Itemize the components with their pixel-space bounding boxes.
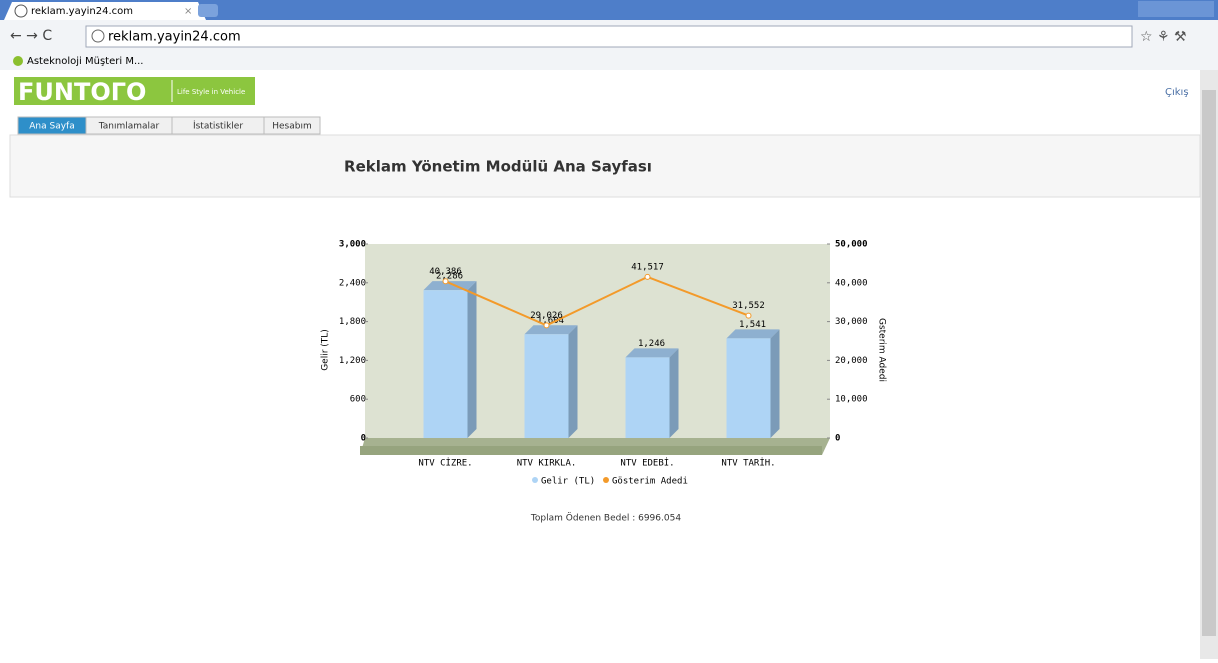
footer: Toplam Ödenen Bedel : 6996.054 [530,513,681,524]
slogan: Life Style in Vehicle [177,88,245,96]
tabs: Ana Sayfa Tanımlamalar İstatistikler Hesabı… [17,116,321,135]
window-controls[interactable] [1138,1,1214,17]
bar-value-label: 1,604 [537,316,564,326]
heading: Reklam Yönetim Modülü Ana Sayfası [344,158,652,176]
logo-box [14,77,255,105]
bookmark-icon [13,56,23,66]
bar-side [770,329,780,438]
y-axis-label: Gelir (TL) [321,329,331,371]
bar-side [568,325,578,438]
tools[interactable]: ☆ ⚘ ⚒ [1140,29,1187,45]
line-point [644,273,651,280]
x-tick-label: NTV CİZRE. [418,458,472,469]
yticks-label: 1,800 [339,317,366,327]
line-value-label: 29,026 [530,311,563,321]
floor-front [360,446,822,455]
bar-value-label: 2,286 [436,272,463,282]
bar [423,290,468,438]
url-icon [91,29,105,43]
y2ticks-label: 20,000 [835,356,868,366]
bar-top [625,348,679,358]
x-tick-label: NTV KIRKLA. [517,459,577,469]
line-point [543,322,550,329]
back[interactable]: ← → C [10,28,52,44]
tab-close[interactable]: × [184,6,192,17]
line-point [442,278,449,285]
address-bar[interactable] [85,25,1133,48]
bar-value-label: 1,246 [638,339,665,349]
bar-top [524,325,578,335]
bar-side [669,348,679,438]
y2ticks-label: 50,000 [835,240,868,250]
yticks-label: 3,000 [339,240,366,250]
tab-icon [14,4,28,18]
nav-tab-label: İstatistikler [193,121,243,132]
heading-band [9,134,1201,198]
bar-value-label: 1,541 [739,320,766,330]
nav-tab-label: Hesabım [272,122,312,132]
y2ticks-label: 10,000 [835,395,868,405]
nav-tab[interactable] [263,116,321,135]
y2ticks-label: 30,000 [835,317,868,327]
tab-title: reklam.yayin24.com [31,6,133,17]
x-tick-label: NTV TARİH. [721,458,775,469]
scroll-thumb[interactable] [1202,90,1216,636]
bar-side [467,281,477,438]
bar [524,334,569,438]
legend-entry: Gelir (TL) [541,477,595,487]
logo: FUNTOΓO [18,78,146,106]
bar-top [423,281,477,291]
tab[interactable] [4,2,206,20]
logout[interactable]: Çıkış [1165,87,1189,98]
bar [625,357,670,438]
line [445,275,749,327]
y2ticks-label: 0 [835,434,840,444]
yticks-label: 1,200 [339,356,366,366]
line-value-label: 40,386 [429,267,462,277]
title-bar [0,0,1218,20]
legend-swatch [532,477,538,483]
line-value-label: 41,517 [631,262,664,272]
bar [726,338,771,438]
nav-tab-label: Tanımlamalar [98,122,160,132]
legend-entry: Gösterim Adedi [612,477,688,487]
yticks-label: 0 [361,434,366,444]
nav-tab-label: Ana Sayfa [29,122,74,132]
y2ticks-label: 40,000 [835,278,868,288]
y2-axis-label: Gsterim Adedi [877,318,887,382]
x-tick-label: NTV EDEBİ. [620,458,674,469]
new-tab[interactable] [198,4,218,17]
line-point [745,312,752,319]
legend-swatch [603,477,609,483]
yticks-label: 2,400 [339,278,366,288]
url: reklam.yayin24.com [108,30,241,45]
yticks-label: 600 [350,395,366,405]
line-value-label: 31,552 [732,301,765,311]
bookmark[interactable]: Asteknoloji Müşteri M... [27,56,143,67]
bar-top [726,329,780,339]
